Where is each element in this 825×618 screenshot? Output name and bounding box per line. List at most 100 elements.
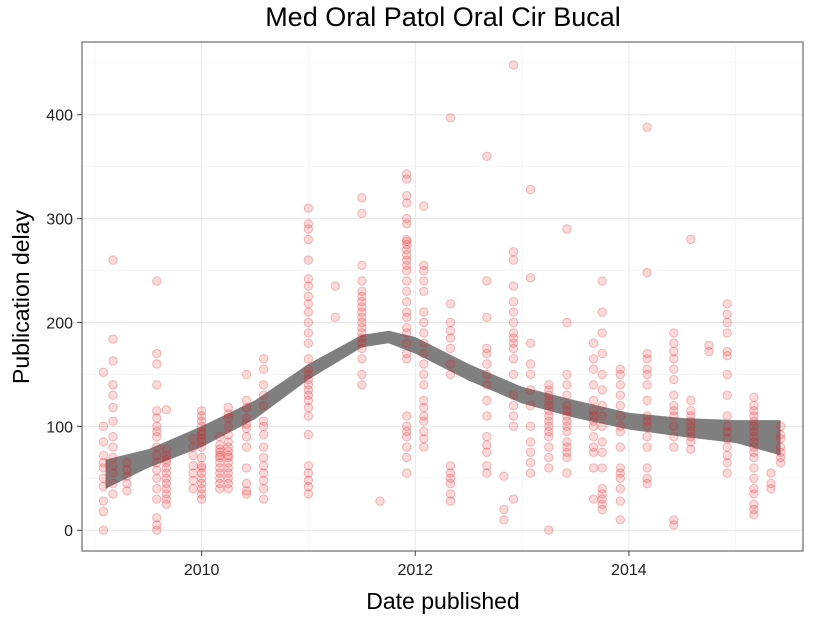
data-point [303,475,314,486]
data-point [402,265,412,276]
data-point [402,198,412,208]
data-point [303,354,314,364]
data-point [615,468,625,478]
data-point [704,346,714,357]
data-point [152,276,162,286]
data-point [303,291,314,302]
data-point [562,224,572,234]
data-point [508,60,519,70]
data-point [152,413,162,423]
data-point [419,338,429,348]
data-point [749,411,759,421]
data-point [258,452,269,463]
y-tick-label: 300 [46,212,73,229]
data-point [775,442,786,452]
data-point [562,442,572,452]
data-point [482,348,492,359]
data-point [562,421,572,431]
data-point [223,430,234,440]
data-point [303,390,314,400]
data-point [562,400,572,411]
data-point [686,432,696,442]
data-point [108,416,118,426]
data-point [562,411,572,421]
data-point [196,430,207,440]
data-point [749,447,759,457]
data-point [258,475,269,486]
data-point [402,426,412,437]
data-point [402,169,412,179]
data-point [161,468,172,478]
data-point [188,434,198,444]
data-point [588,406,599,416]
data-point [597,447,607,457]
data-point [241,432,252,442]
data-point [152,484,162,494]
data-point [722,426,732,437]
data-point [525,273,536,283]
data-point [357,317,367,328]
data-point [642,364,652,374]
data-point [196,426,207,437]
data-point [215,447,225,457]
data-point [402,468,412,478]
data-point [766,468,776,478]
data-point [615,496,625,506]
data-point [402,348,412,359]
data-point [597,504,607,515]
data-point [749,452,759,463]
data-point [722,317,732,328]
data-point [188,442,198,452]
data-point [686,411,696,421]
data-point [749,499,759,509]
data-point [445,299,456,309]
data-point [303,338,314,348]
data-point [161,450,172,461]
data-point [419,380,429,390]
data-point [402,234,412,245]
data-point [597,369,607,380]
data-point [108,442,118,452]
data-point [597,463,607,473]
data-point [108,390,118,400]
data-point [445,461,456,471]
data-point [482,440,492,450]
data-point [402,411,412,421]
data-point [215,452,225,463]
data-point [686,444,696,454]
data-point [161,489,172,499]
data-point [597,400,607,411]
data-point [303,317,314,328]
data-point [686,416,696,426]
data-point [152,426,162,437]
data-point [402,323,412,333]
data-point [196,411,207,421]
data-point [223,450,234,461]
data-point [525,338,536,348]
data-point [402,432,412,442]
data-point [445,369,456,380]
data-point [303,224,314,234]
smooth-confidence-band [105,330,781,489]
data-point [303,411,314,421]
data-point [98,367,109,377]
data-point [303,380,314,390]
data-point [419,286,429,296]
data-point [722,346,732,357]
data-point [588,416,599,426]
data-point [303,385,314,395]
data-point [642,369,652,380]
data-point [588,364,599,374]
data-point [419,369,429,380]
data-point [419,201,429,211]
data-point [642,416,652,426]
x-axis-title: Date published [366,588,519,614]
data-point [303,234,314,245]
data-point [544,385,554,395]
data-point [152,348,162,359]
data-point [419,395,429,406]
data-point [98,421,109,431]
data-point [258,468,269,478]
data-point [588,411,599,421]
